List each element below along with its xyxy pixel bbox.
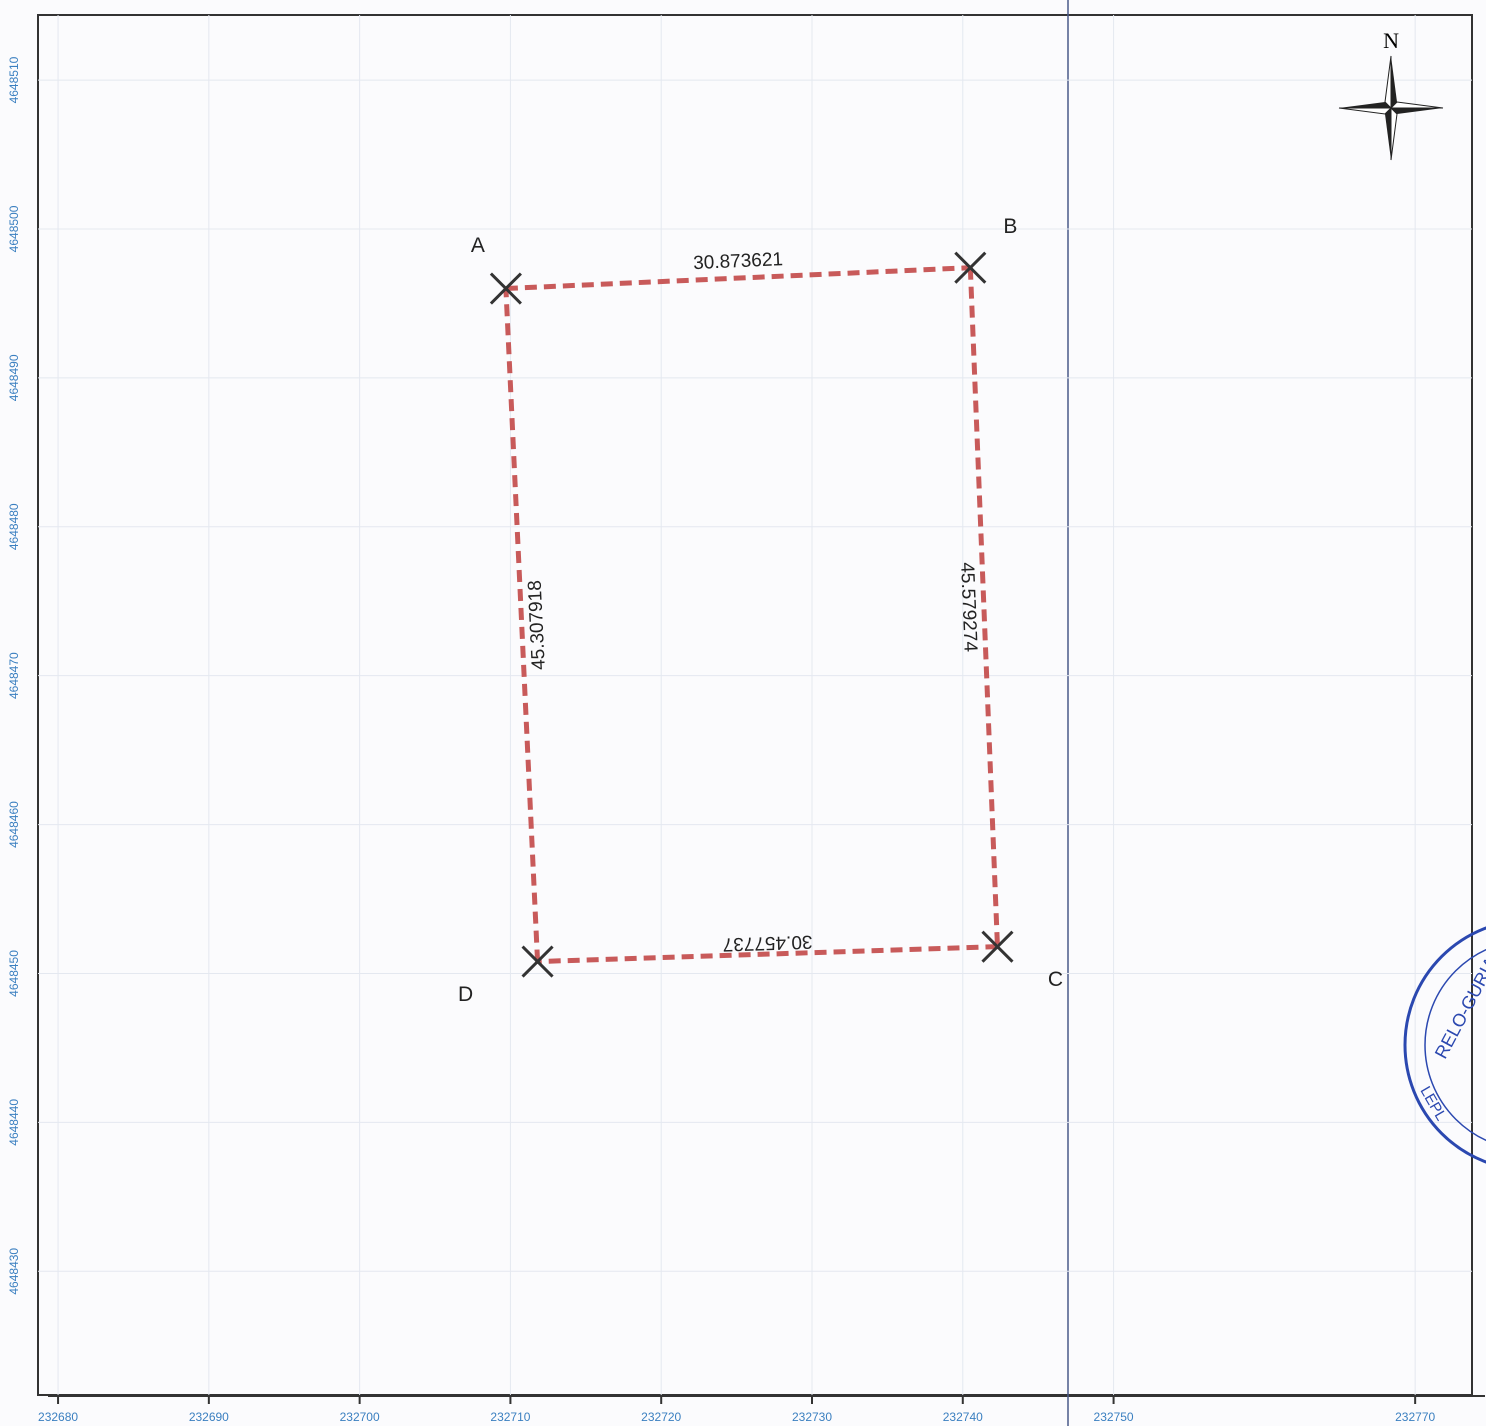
x-tick-label: 232740 [943,1410,983,1424]
boundary-edge [505,265,971,292]
x-tick-label: 232770 [1395,1410,1435,1424]
boundary-edge [537,944,998,965]
y-tick-label: 4648500 [7,205,21,252]
point-cross [954,251,987,284]
boundary-edge [503,288,541,962]
point-cross [521,945,554,978]
stamp: RELO-GURIA LEPL [1403,926,1486,1164]
x-tick-label: 232720 [641,1410,681,1424]
y-tick-label: 4648450 [7,950,21,997]
y-tick-label: 4648510 [7,56,21,103]
point-label: B [1003,215,1017,238]
y-tick-label: 4648490 [7,354,21,401]
y-tick-label: 4648430 [7,1248,21,1295]
x-tick-label: 232690 [189,1410,229,1424]
y-tick-label: 4648480 [7,503,21,550]
x-tick-label: 232730 [792,1410,832,1424]
compass-rose: N [1338,28,1444,161]
point-label: C [1048,968,1063,991]
y-tick-label: 4648440 [7,1099,21,1146]
survey-point [954,251,987,284]
x-tick-label: 232750 [1094,1410,1134,1424]
x-tick-label: 232680 [38,1410,78,1424]
edge-length: 30.873621 [693,249,784,274]
x-tick-label: 232710 [490,1410,530,1424]
edge-length: 45.307918 [525,580,550,671]
north-label: N [1383,28,1399,53]
map-frame [37,14,1473,1396]
grid: 232680 232690 232700 232710 232720 232730 2327… [7,15,1472,1424]
point-label: D [458,983,473,1006]
plan: 30.873621 45.579274 30.457737 45.307918 A B C D [458,215,1063,1006]
point-cross [489,272,522,305]
edge-length: 30.457737 [722,931,812,955]
edge-length: 45.579274 [956,562,981,653]
survey-point [981,930,1014,963]
stamp-text: LEPL [1417,1084,1450,1124]
point-label: A [471,234,485,257]
y-tick-label: 4648470 [7,652,21,699]
y-tick-label: 4648460 [7,801,21,848]
survey-point [489,272,522,305]
survey-point [521,945,554,978]
stamp-text: RELO-GURIA [1431,954,1486,1062]
point-cross [981,930,1014,963]
x-tick-label: 232700 [340,1410,380,1424]
